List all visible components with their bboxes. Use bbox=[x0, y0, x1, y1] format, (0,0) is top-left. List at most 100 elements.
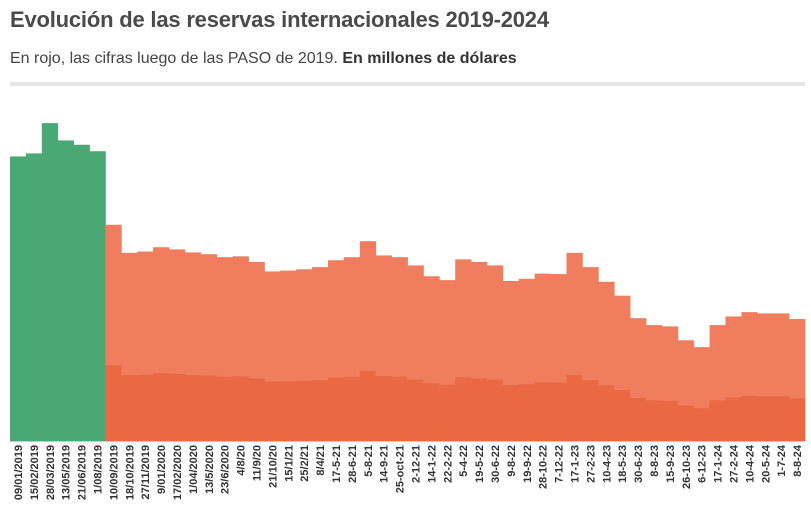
bar-post-paso-lower bbox=[471, 378, 488, 441]
x-tick-label: 1/08/2019 bbox=[93, 445, 105, 494]
bar-post-paso-lower bbox=[630, 398, 647, 441]
bar-pre-paso bbox=[57, 140, 74, 441]
x-tick-label: 9-8-22 bbox=[506, 445, 518, 477]
x-tick-label: 10/09/2019 bbox=[108, 445, 120, 500]
x-tick-label: 30-6-22 bbox=[490, 445, 502, 483]
x-tick-label: 13/05/2019 bbox=[61, 445, 73, 500]
x-tick-label: 25-oct-21 bbox=[395, 445, 407, 493]
bar-post-paso-lower bbox=[391, 376, 408, 441]
x-tick-label: 17-5-21 bbox=[331, 445, 343, 483]
x-tick-label: 28-6-21 bbox=[347, 445, 359, 483]
bar-post-paso-lower bbox=[661, 400, 679, 441]
x-tick-label: 5-4-22 bbox=[458, 445, 470, 477]
bar-post-paso-lower bbox=[773, 396, 790, 441]
bar-pre-paso bbox=[73, 144, 90, 442]
subtitle-text: En rojo, las cifras luego de las PASO de… bbox=[10, 50, 338, 67]
x-tick-label: 30-6-23 bbox=[633, 445, 645, 483]
bar-post-paso-lower bbox=[614, 390, 631, 441]
bar-post-paso-lower bbox=[741, 395, 758, 441]
bar-post-paso-lower bbox=[343, 376, 361, 441]
x-tick-label: 14-9-21 bbox=[379, 445, 391, 483]
bar-post-paso-lower bbox=[121, 375, 138, 441]
x-tick-label: 11/9/20 bbox=[252, 445, 264, 481]
bar-post-paso-lower bbox=[312, 380, 329, 441]
x-tick-label: 4/8/20 bbox=[236, 445, 248, 476]
bar-post-paso-lower bbox=[105, 365, 122, 441]
bar-post-paso-lower bbox=[423, 383, 440, 441]
x-tick-label: 8-8-23 bbox=[649, 445, 661, 477]
bar-post-paso-lower bbox=[232, 376, 249, 441]
bar-post-paso-lower bbox=[280, 381, 297, 441]
x-tick-label: 8/4/21 bbox=[315, 445, 327, 476]
bar-post-paso-lower bbox=[789, 398, 806, 441]
x-tick-label: 09/01/2019 bbox=[13, 445, 25, 500]
x-tick-label: 18/10/2019 bbox=[124, 445, 136, 500]
x-tick-label: 19-9-22 bbox=[522, 445, 534, 483]
x-tick-label: 17-1-23 bbox=[570, 445, 582, 483]
x-tick-label: 26-10-23 bbox=[681, 445, 693, 489]
bar-post-paso-lower bbox=[550, 382, 567, 441]
bar-post-paso-lower bbox=[646, 400, 663, 441]
x-tick-label: 15-9-23 bbox=[665, 445, 677, 483]
x-tick-label: 21/10/20 bbox=[267, 445, 279, 488]
bar-post-paso-lower bbox=[518, 384, 536, 441]
bar-post-paso-lower bbox=[216, 376, 233, 441]
bar-post-paso-lower bbox=[709, 400, 726, 441]
bar-post-paso-lower bbox=[693, 408, 710, 441]
x-tick-label: 17-1-24 bbox=[713, 444, 725, 483]
bar-post-paso-lower bbox=[328, 377, 345, 441]
x-tick-label: 20-5-24 bbox=[760, 444, 772, 483]
x-tick-label: 14-1-22 bbox=[426, 445, 438, 483]
bar-post-paso-lower bbox=[264, 381, 281, 441]
x-tick-label: 21/06/2019 bbox=[77, 445, 89, 500]
x-tick-label: 7-12-22 bbox=[554, 445, 566, 483]
x-tick-label: 28-10-22 bbox=[538, 445, 550, 489]
x-tick-label: 17/02/2020 bbox=[172, 445, 184, 500]
bar-post-paso-lower bbox=[598, 385, 615, 441]
x-tick-label: 22-2-22 bbox=[442, 445, 454, 483]
x-tick-label: 5-8-21 bbox=[363, 445, 375, 477]
bar-post-paso-lower bbox=[359, 371, 377, 441]
bar-post-paso-lower bbox=[487, 379, 504, 441]
bar-post-paso-lower bbox=[455, 377, 472, 441]
bar-post-paso-lower bbox=[677, 405, 695, 441]
x-tick-label: 25/2/21 bbox=[299, 445, 311, 482]
bar-post-paso-lower bbox=[439, 384, 456, 441]
x-tick-label: 27/11/2019 bbox=[140, 445, 152, 499]
bar-post-paso-lower bbox=[137, 374, 154, 441]
header-divider bbox=[10, 82, 805, 86]
x-tick-label: 8-8-24 bbox=[792, 444, 804, 477]
chart-title: Evolución de las reservas internacionale… bbox=[10, 7, 549, 32]
bar-post-paso-lower bbox=[582, 380, 599, 441]
x-tick-label: 28/03/2019 bbox=[45, 445, 57, 500]
x-tick-label: 10-4-23 bbox=[601, 445, 613, 483]
x-tick-label: 27-2-24 bbox=[729, 444, 741, 483]
x-tick-label: 1/04/2020 bbox=[188, 445, 200, 494]
x-tick-label: 15/02/2019 bbox=[29, 445, 41, 500]
x-tick-label: 19-5-22 bbox=[474, 445, 486, 483]
bar-post-paso-lower bbox=[407, 379, 424, 441]
bar-post-paso-lower bbox=[248, 378, 265, 441]
bar-pre-paso bbox=[25, 153, 43, 441]
x-tick-label: 6-12-23 bbox=[697, 445, 709, 483]
bar-post-paso-lower bbox=[296, 380, 313, 441]
bar-post-paso-lower bbox=[200, 375, 218, 441]
bar-pre-paso bbox=[89, 151, 106, 441]
x-tick-label: 15/1/21 bbox=[283, 445, 295, 482]
x-tick-label: 1-7-24 bbox=[776, 444, 788, 477]
bar-post-paso-lower bbox=[502, 384, 520, 441]
x-axis-ticks: 09/01/2019 15/02/2019 28/03/2019 13/05/2019… bbox=[13, 444, 804, 500]
bar-post-paso-lower bbox=[566, 375, 583, 441]
bar-post-paso-lower bbox=[757, 396, 774, 441]
bar-post-paso-lower bbox=[375, 376, 392, 441]
x-tick-label: 9/01/2020 bbox=[156, 445, 168, 494]
x-tick-label: 13/5/2020 bbox=[204, 445, 216, 494]
bars-group bbox=[10, 123, 806, 442]
bar-post-paso-lower bbox=[534, 382, 551, 441]
bar-pre-paso bbox=[10, 156, 27, 442]
x-tick-label: 18-5-23 bbox=[617, 445, 629, 483]
x-tick-label: 23/6/2020 bbox=[220, 445, 232, 494]
x-tick-label: 10-4-24 bbox=[744, 444, 756, 483]
bar-post-paso-lower bbox=[153, 373, 170, 441]
